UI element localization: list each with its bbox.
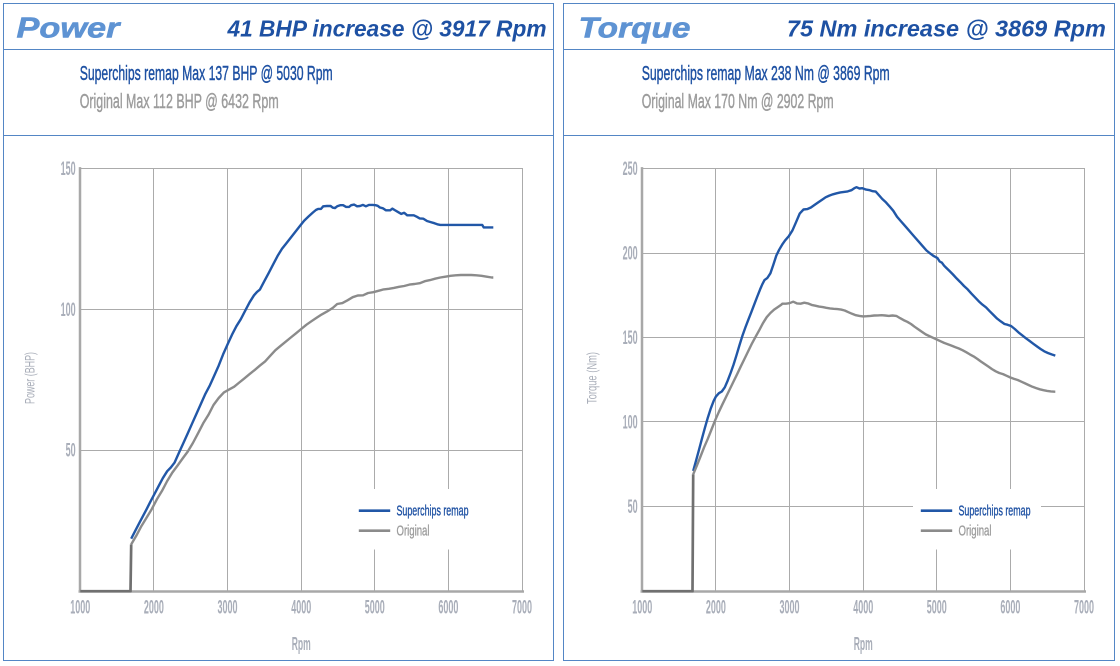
svg-text:250: 250 [623,159,638,180]
svg-text:2000: 2000 [706,598,726,619]
svg-text:Superchips remap Max 137 BHP @: Superchips remap Max 137 BHP @ 5030 Rpm [80,63,333,85]
svg-text:5000: 5000 [927,598,947,619]
svg-text:6000: 6000 [1000,598,1020,619]
svg-text:4000: 4000 [853,598,873,619]
svg-text:Superchips remap: Superchips remap [397,504,469,520]
svg-text:Power (BHP): Power (BHP) [22,352,38,404]
svg-text:Power: Power [17,13,122,45]
svg-text:1000: 1000 [632,598,652,619]
svg-text:Rpm: Rpm [854,634,873,654]
svg-text:150: 150 [623,328,638,349]
svg-text:Superchips remap Max 238 Nm @: Superchips remap Max 238 Nm @ 3869 Rpm [642,63,890,85]
svg-text:50: 50 [66,441,76,462]
svg-text:Original Max 112 BHP @ 6432 Rp: Original Max 112 BHP @ 6432 Rpm [80,91,279,113]
svg-text:Original Max 170 Nm @ 2902 Rpm: Original Max 170 Nm @ 2902 Rpm [642,91,834,113]
svg-text:7000: 7000 [512,598,532,619]
svg-text:7000: 7000 [1074,598,1094,619]
svg-text:41 BHP increase @ 3917 Rpm: 41 BHP increase @ 3917 Rpm [227,16,547,42]
svg-text:100: 100 [61,300,76,321]
svg-text:4000: 4000 [291,598,311,619]
svg-text:Superchips remap: Superchips remap [959,504,1031,520]
svg-text:Rpm: Rpm [292,634,311,654]
svg-text:3000: 3000 [780,598,800,619]
svg-text:75 Nm increase @ 3869 Rpm: 75 Nm increase @ 3869 Rpm [787,16,1106,42]
svg-text:5000: 5000 [365,598,385,619]
svg-text:Torque (Nm): Torque (Nm) [584,352,600,404]
svg-text:2000: 2000 [144,598,164,619]
svg-text:Original: Original [397,524,430,540]
svg-text:50: 50 [628,497,638,518]
svg-text:3000: 3000 [218,598,238,619]
svg-text:100: 100 [623,413,638,434]
svg-text:150: 150 [61,159,76,180]
svg-text:200: 200 [623,244,638,265]
svg-text:Original: Original [959,524,992,540]
svg-text:6000: 6000 [438,598,458,619]
svg-text:1000: 1000 [70,598,90,619]
svg-text:Torque: Torque [579,13,691,45]
